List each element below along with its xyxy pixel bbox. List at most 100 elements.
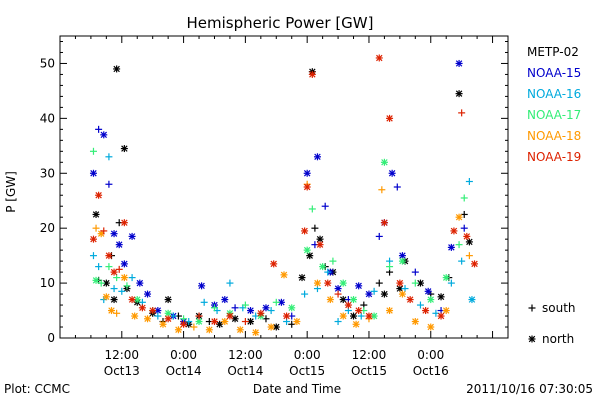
data-point-noaa-19 [422,307,430,315]
data-point-noaa-15 [120,260,128,268]
data-point-noaa-18 [174,326,182,334]
data-point-noaa-17 [303,246,311,254]
data-point-metp-02 [164,296,172,304]
data-point-noaa-18 [221,318,229,326]
data-point-metp-02 [380,290,388,298]
footer-plot-credit: Plot: CCMC [4,382,70,396]
data-point-noaa-19 [115,265,123,273]
data-point-noaa-16 [465,178,473,186]
data-point-noaa-19 [355,307,363,315]
data-point-noaa-19 [105,252,113,260]
data-point-noaa-15 [388,169,396,177]
data-point-noaa-17 [308,205,316,213]
x-tick-label-time: 12:00 [352,348,387,362]
data-point-noaa-18 [120,274,128,282]
data-point-noaa-15 [221,296,229,304]
data-point-noaa-17 [133,296,141,304]
legend-entry-noaa-18: NOAA-18 [527,129,581,143]
data-point-noaa-19 [375,54,383,62]
data-point-noaa-19 [324,279,332,287]
data-point-noaa-16 [324,268,332,276]
x-tick-label-time: 0:00 [170,348,197,362]
data-point-metp-02 [306,252,314,260]
data-point-noaa-17 [89,147,97,155]
data-point-noaa-17 [105,263,113,271]
data-point-noaa-18 [398,290,406,298]
legend-marker-label-north: north [542,332,574,346]
data-point-noaa-16 [89,252,97,260]
data-point-noaa-19 [471,260,479,268]
data-point-noaa-18 [102,293,110,301]
data-point-noaa-17 [442,274,450,282]
data-point-noaa-15 [334,285,342,293]
legend-entry-noaa-16: NOAA-16 [527,87,581,101]
legend-marker-label-south: south [542,301,576,315]
data-point-noaa-17 [427,296,435,304]
plot-frame [59,35,509,339]
data-point-noaa-15 [321,202,329,210]
legend: METP-02 NOAA-15 NOAA-16 NOAA-17 NOAA-18 NOAA-… [527,45,581,346]
data-point-metp-02 [350,312,358,320]
data-point-noaa-18 [326,296,334,304]
data-point-noaa-18 [236,326,244,334]
data-point-noaa-19 [301,227,309,235]
data-point-metp-02 [92,210,100,218]
data-point-noaa-15 [128,232,136,240]
data-point-noaa-17 [272,298,280,306]
data-point-noaa-19 [149,307,157,315]
data-point-noaa-18 [293,318,301,326]
x-tick-label-date: Oct15 [289,364,325,378]
footer-timestamp: 2011/10/16 07:30:05 [466,382,593,396]
data-point-metp-02 [437,293,445,301]
data-point-noaa-19 [89,235,97,243]
data-point-metp-02 [455,90,463,98]
data-point-noaa-15 [89,169,97,177]
data-point-noaa-19 [437,312,445,320]
data-point-noaa-16 [267,307,275,315]
data-point-noaa-19 [110,268,118,276]
data-point-noaa-18 [92,224,100,232]
data-point-noaa-16 [110,285,118,293]
y-tick-label: 40 [40,111,55,125]
data-point-noaa-17 [113,274,121,282]
data-point-noaa-19 [396,279,404,287]
data-point-noaa-19 [95,191,103,199]
data-point-noaa-17 [97,279,105,287]
data-point-noaa-18 [159,320,167,328]
data-point-noaa-16 [334,318,342,326]
data-point-noaa-18 [205,326,213,334]
data-point-noaa-19 [450,227,458,235]
data-point-metp-02 [113,65,121,73]
data-point-noaa-19 [316,241,324,249]
y-axis-label: P [GW] [4,171,18,213]
data-point-noaa-15 [393,183,401,191]
data-point-noaa-19 [164,315,172,323]
data-point-noaa-15 [398,252,406,260]
data-point-metp-02 [465,238,473,246]
data-point-noaa-15 [110,230,118,238]
data-point-noaa-18 [442,307,450,315]
data-point-noaa-18 [144,315,152,323]
data-point-noaa-15 [375,232,383,240]
data-point-noaa-15 [303,169,311,177]
data-point-noaa-18 [280,271,288,279]
data-point-noaa-18 [411,318,419,326]
data-point-noaa-19 [226,312,234,320]
data-point-noaa-18 [427,323,435,331]
legend-entry-metp-02: METP-02 [527,45,579,59]
data-point-noaa-17 [386,263,394,271]
data-point-noaa-18 [339,312,347,320]
legend-entry-noaa-17: NOAA-17 [527,108,581,122]
data-point-noaa-15 [144,290,152,298]
data-point-noaa-16 [105,153,113,161]
legend-marker-south [528,304,536,312]
x-tick-label-time: 12:00 [228,348,263,362]
x-tick-label-date: Oct16 [413,364,449,378]
data-point-noaa-19 [241,318,249,326]
data-point-noaa-15 [424,287,432,295]
data-point-noaa-16 [128,274,136,282]
data-point-noaa-15 [460,224,468,232]
data-point-noaa-19 [406,296,414,304]
y-axis: 0 10 20 30 40 50 [40,40,508,345]
